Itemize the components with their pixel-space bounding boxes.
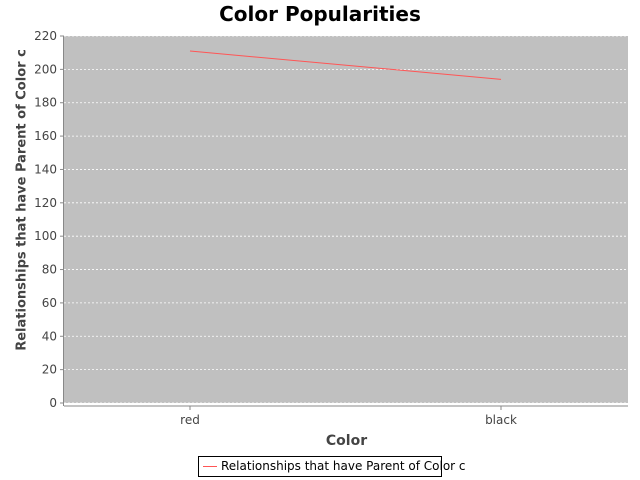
y-tick-label: 180 — [34, 96, 57, 110]
y-tick-label: 80 — [42, 263, 57, 277]
y-tick-label: 40 — [42, 329, 57, 343]
y-tick-label: 160 — [34, 129, 57, 143]
y-tick-label: 120 — [34, 196, 57, 210]
legend-series-line — [203, 466, 217, 467]
y-tick-label: 100 — [34, 229, 57, 243]
y-tick-label: 60 — [42, 296, 57, 310]
y-tick-label: 140 — [34, 162, 57, 176]
y-tick-label: 200 — [34, 62, 57, 76]
x-axis-label: Color — [0, 433, 640, 449]
y-tick-label: 0 — [49, 396, 57, 410]
y-tick-label: 220 — [34, 29, 57, 43]
legend: Relationships that have Parent of Color … — [198, 456, 442, 477]
y-tick-label: 20 — [42, 363, 57, 377]
plot-background — [64, 36, 628, 403]
x-tick-label: black — [485, 413, 517, 427]
x-tick-label: red — [180, 413, 200, 427]
legend-series-label: Relationships that have Parent of Color … — [221, 459, 466, 473]
